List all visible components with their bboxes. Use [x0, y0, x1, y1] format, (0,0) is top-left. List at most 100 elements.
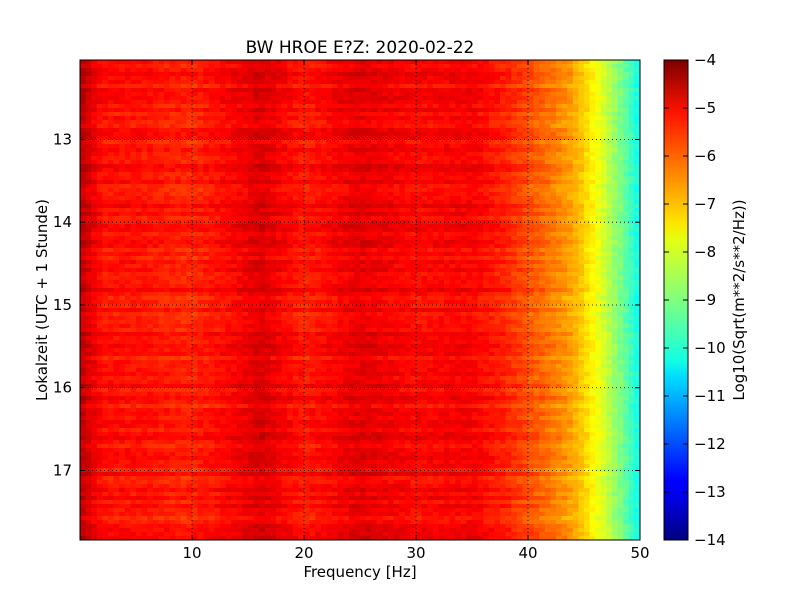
- heatmap-cell: [460, 104, 467, 109]
- heatmap-cell: [192, 100, 198, 105]
- heatmap-cell: [304, 100, 310, 105]
- heatmap-cell: [550, 76, 557, 81]
- heatmap-cell: [455, 124, 462, 129]
- heatmap-cell: [292, 236, 299, 241]
- heatmap-cell: [309, 108, 316, 113]
- heatmap-cell: [315, 72, 322, 77]
- heatmap-cell: [320, 236, 327, 241]
- heatmap-cell: [354, 108, 361, 113]
- heatmap-cell: [567, 132, 574, 137]
- heatmap-cell: [80, 228, 86, 233]
- heatmap-cell: [477, 200, 484, 205]
- heatmap-cell: [354, 64, 361, 69]
- heatmap-cell: [494, 72, 501, 77]
- heatmap-cell: [505, 104, 512, 109]
- heatmap-cell: [292, 80, 299, 85]
- heatmap-cell: [623, 220, 630, 225]
- heatmap-cell: [432, 204, 439, 209]
- heatmap-cell: [276, 116, 282, 121]
- heatmap-cell: [276, 200, 282, 205]
- heatmap-cell: [236, 240, 243, 245]
- heatmap-cell: [567, 172, 574, 177]
- heatmap-cell: [438, 76, 445, 81]
- heatmap-cell: [192, 84, 198, 89]
- heatmap-cell: [589, 252, 596, 257]
- heatmap-cell: [242, 256, 249, 261]
- heatmap-cell: [617, 156, 624, 161]
- heatmap-cell: [567, 100, 574, 105]
- heatmap-cell: [432, 164, 439, 169]
- heatmap-cell: [416, 248, 422, 253]
- heatmap-cell: [192, 212, 198, 217]
- heatmap-cell: [572, 208, 579, 213]
- heatmap-cell: [214, 124, 221, 129]
- heatmap-cell: [236, 144, 243, 149]
- heatmap-cell: [337, 212, 344, 217]
- heatmap-cell: [348, 132, 355, 137]
- heatmap-cell: [410, 104, 417, 109]
- heatmap-cell: [483, 68, 490, 73]
- heatmap-cell: [634, 144, 640, 149]
- heatmap-cell: [612, 108, 618, 113]
- heatmap-cell: [175, 168, 182, 173]
- heatmap-cell: [315, 252, 322, 257]
- heatmap-cell: [80, 80, 86, 85]
- heatmap-cell: [348, 156, 355, 161]
- heatmap-cell: [175, 216, 182, 221]
- heatmap-cell: [119, 244, 126, 249]
- heatmap-cell: [152, 228, 159, 233]
- heatmap-cell: [578, 192, 585, 197]
- heatmap-cell: [281, 84, 288, 89]
- heatmap-cell: [539, 88, 546, 93]
- heatmap-cell: [236, 200, 243, 205]
- heatmap-cell: [281, 204, 288, 209]
- heatmap-cell: [192, 156, 198, 161]
- heatmap-cell: [404, 204, 411, 209]
- heatmap-cell: [259, 64, 266, 69]
- heatmap-cell: [220, 208, 226, 213]
- heatmap-cell: [410, 68, 417, 73]
- heatmap-cell: [80, 124, 86, 129]
- heatmap-cell: [292, 68, 299, 73]
- heatmap-cell: [304, 84, 310, 89]
- heatmap-cell: [264, 92, 271, 97]
- heatmap-cell: [320, 132, 327, 137]
- heatmap-cell: [348, 76, 355, 81]
- heatmap-cell: [494, 104, 501, 109]
- heatmap-cell: [600, 208, 607, 213]
- heatmap-cell: [511, 244, 518, 249]
- heatmap-cell: [315, 140, 322, 145]
- heatmap-cell: [528, 216, 534, 221]
- heatmap-cell: [612, 164, 618, 169]
- heatmap-cell: [175, 128, 182, 133]
- heatmap-cell: [85, 180, 92, 185]
- heatmap-cell: [315, 80, 322, 85]
- heatmap-cell: [500, 68, 506, 73]
- heatmap-cell: [220, 224, 226, 229]
- heatmap-cell: [315, 156, 322, 161]
- heatmap-cell: [192, 124, 198, 129]
- heatmap-cell: [102, 68, 109, 73]
- heatmap-cell: [304, 88, 310, 93]
- heatmap-cell: [287, 236, 294, 241]
- heatmap-cell: [231, 208, 238, 213]
- heatmap-cell: [186, 212, 193, 217]
- heatmap-cell: [617, 84, 624, 89]
- heatmap-cell: [623, 212, 630, 217]
- heatmap-cell: [556, 160, 562, 165]
- heatmap-cell: [634, 240, 640, 245]
- heatmap-cell: [578, 200, 585, 205]
- heatmap-cell: [270, 168, 277, 173]
- heatmap-cell: [483, 88, 490, 93]
- heatmap-cell: [270, 68, 277, 73]
- heatmap-cell: [600, 60, 607, 65]
- heatmap-cell: [500, 120, 506, 125]
- heatmap-cell: [449, 80, 456, 85]
- heatmap-cell: [505, 240, 512, 245]
- heatmap-cell: [130, 84, 137, 89]
- heatmap-cell: [371, 204, 378, 209]
- heatmap-cell: [236, 232, 243, 237]
- heatmap-cell: [304, 112, 310, 117]
- heatmap-cell: [421, 132, 428, 137]
- heatmap-cell: [427, 116, 434, 121]
